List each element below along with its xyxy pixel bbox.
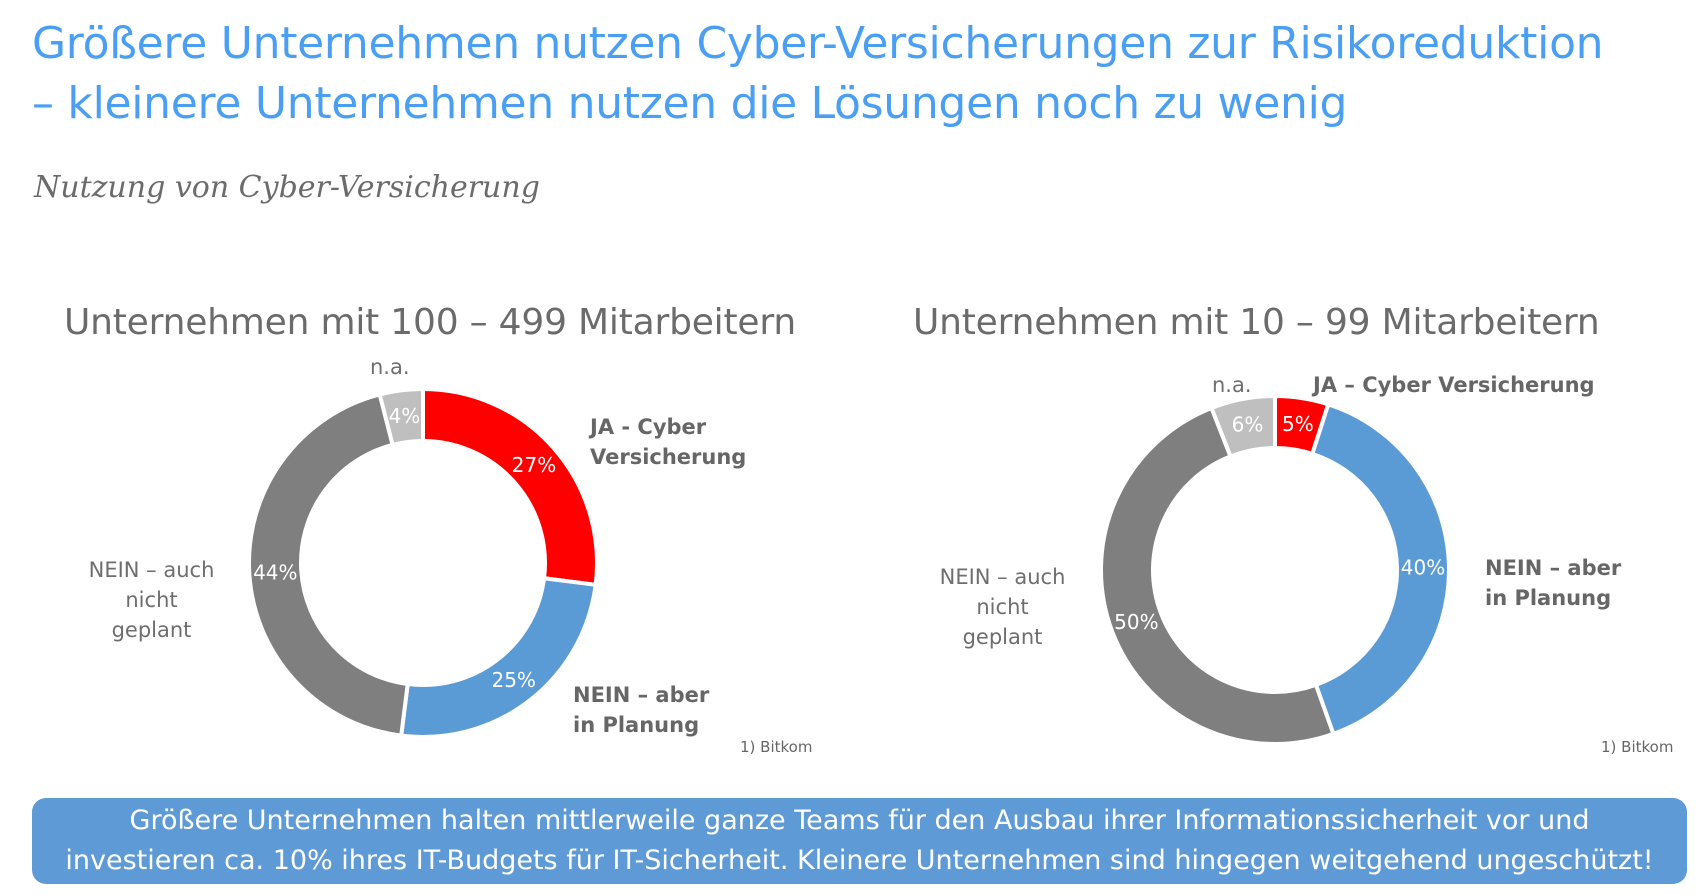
data-label-na: 4% (389, 404, 421, 428)
summary-banner-line-1: Größere Unternehmen halten mittlerweile … (129, 805, 1590, 836)
chart-1-title: Unternehmen mit 100 – 499 Mitarbeitern (64, 302, 796, 343)
chart-1-legend-ja: JA - Cyber Versicherung (590, 415, 747, 469)
donut-slice-nein-planung (1309, 401, 1450, 737)
chart-2-legend-ja: JA – Cyber Versicherung (1313, 373, 1595, 397)
donut-slice-na (377, 388, 425, 448)
summary-banner: Größere Unternehmen halten mittlerweile … (32, 798, 1687, 884)
donut-slice-nein-nicht-geplant (1100, 405, 1336, 745)
data-label-ja: 5% (1282, 412, 1314, 436)
chart-2-source: 1) Bitkom (1601, 738, 1674, 756)
page-title-line-2: – kleinere Unternehmen nutzen die Lösung… (32, 78, 1348, 129)
data-label-nein-nicht-geplant: 50% (1114, 610, 1158, 634)
data-label-nein-planung: 25% (491, 668, 535, 692)
chart-2-donut: 5% 40% 50% 6% (1100, 395, 1450, 745)
donut-slice-nein-nicht-geplant (248, 392, 410, 738)
donut-slice-nein-planung (398, 576, 598, 738)
chart-1-legend-nein-nicht-geplant: NEIN – auch nicht geplant (88, 558, 215, 642)
chart-1-legend-na: n.a. (370, 355, 410, 379)
data-label-nein-planung: 40% (1401, 556, 1445, 580)
page-title: Größere Unternehmen nutzen Cyber-Versich… (32, 14, 1682, 134)
data-label-nein-nicht-geplant: 44% (253, 560, 297, 584)
chart-2-legend-nein-planung: NEIN – aber in Planung (1485, 556, 1622, 610)
chart-2-legend-na: n.a. (1212, 373, 1252, 397)
page-title-line-1: Größere Unternehmen nutzen Cyber-Versich… (32, 18, 1604, 69)
page-subtitle: Nutzung von Cyber-Versicherung (34, 170, 540, 205)
chart-2-title: Unternehmen mit 10 – 99 Mitarbeitern (913, 302, 1600, 343)
donut-slice-ja (421, 388, 598, 588)
data-label-na: 6% (1232, 413, 1264, 437)
chart-1-donut: 27% 25% 44% 4% (248, 388, 598, 738)
data-label-ja: 27% (512, 453, 556, 477)
chart-1-legend-nein-planung: NEIN – aber in Planung (573, 683, 710, 737)
chart-2-legend-nein-nicht-geplant: NEIN – auch nicht geplant (939, 565, 1066, 649)
chart-1-source: 1) Bitkom (740, 738, 813, 756)
summary-banner-line-2: investieren ca. 10% ihres IT-Budgets für… (65, 845, 1654, 876)
donut-slice-na (1208, 395, 1277, 459)
